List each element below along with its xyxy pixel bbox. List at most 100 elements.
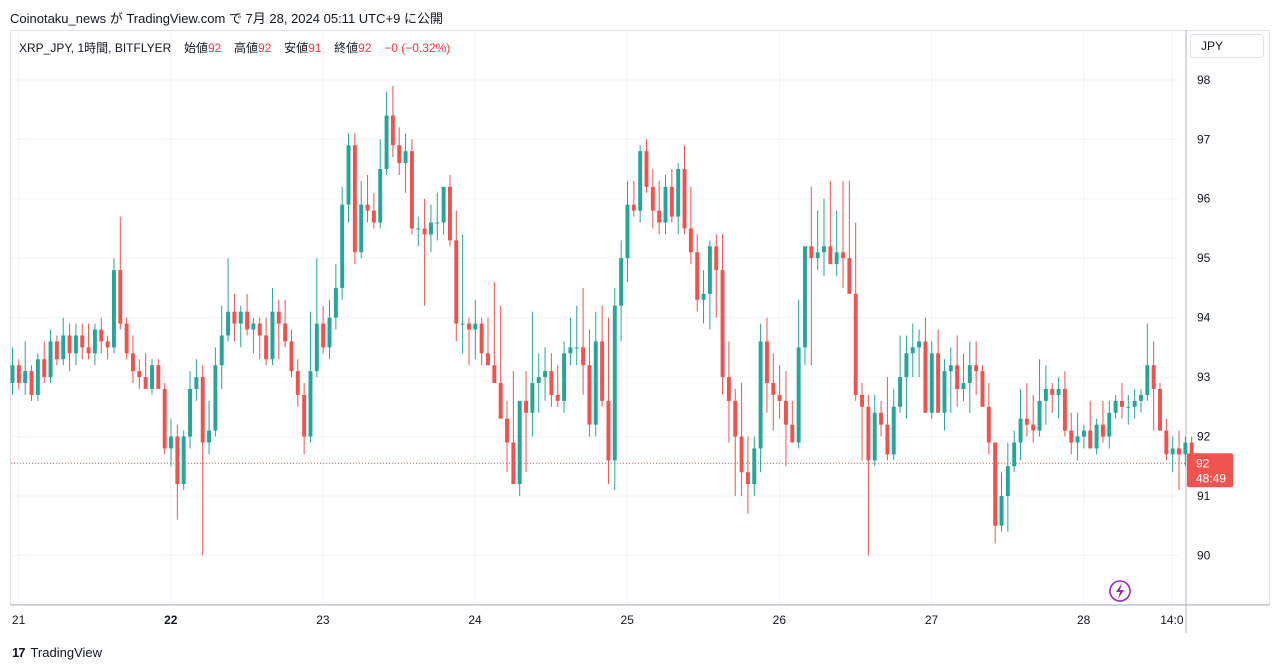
candle-body	[872, 412, 877, 461]
candle-body	[1158, 388, 1162, 431]
candle-body	[35, 359, 40, 395]
y-tick-label: 92	[1197, 430, 1211, 444]
candle-body	[340, 204, 345, 288]
candle-body	[245, 311, 250, 330]
candle-body	[10, 365, 15, 384]
candle-body	[169, 436, 173, 449]
candle-body	[378, 169, 383, 223]
x-tick-label: 26	[773, 613, 787, 627]
candle-body	[910, 347, 915, 354]
candle-body	[593, 341, 598, 425]
candle-body	[232, 311, 237, 324]
candle-body	[841, 252, 845, 259]
candle-body	[1043, 388, 1048, 401]
candle-body	[809, 246, 814, 259]
candle-body	[879, 412, 884, 425]
candle-body	[530, 383, 535, 413]
candle-body	[86, 347, 91, 354]
currency-button[interactable]: JPY	[1190, 34, 1264, 58]
candle-body	[790, 424, 795, 443]
y-tick-label: 95	[1197, 251, 1211, 265]
candle-body	[137, 371, 142, 378]
candle-body	[936, 353, 941, 413]
candle-body	[486, 353, 490, 366]
candle-body	[739, 436, 744, 473]
candle-body	[1139, 394, 1143, 401]
candle-body	[105, 341, 110, 348]
candle-body	[207, 430, 212, 443]
candle-body	[764, 341, 769, 384]
candle-body	[295, 371, 300, 395]
candle-body	[803, 246, 807, 348]
candle-body	[188, 388, 192, 437]
candle-body	[428, 222, 433, 235]
candle-body	[796, 347, 801, 443]
candle-body	[955, 365, 960, 389]
x-tick-label: 21	[12, 613, 26, 627]
candle-body	[758, 341, 763, 449]
candle-body	[1094, 424, 1099, 449]
y-tick-label: 94	[1197, 311, 1211, 325]
candle-body	[403, 151, 408, 164]
legend-high-label: 高値	[234, 41, 259, 55]
candle-body	[1050, 388, 1055, 395]
candle-body	[346, 145, 351, 205]
candle-body	[61, 335, 66, 360]
candle-body	[625, 204, 630, 259]
last-price-value: 92	[1196, 456, 1210, 470]
candle-body	[1126, 406, 1131, 408]
candle-body	[321, 323, 326, 348]
candle-body	[574, 347, 579, 349]
candle-body	[581, 347, 586, 366]
candle-body	[67, 335, 72, 354]
candle-body	[822, 246, 826, 253]
candle-body	[524, 400, 529, 413]
candle-body	[1164, 430, 1169, 455]
candle-body	[454, 240, 459, 324]
candle-body	[1056, 388, 1061, 395]
candle-body	[917, 341, 922, 348]
candle-body	[447, 186, 452, 241]
candle-body	[492, 365, 497, 384]
candle-body	[986, 406, 991, 443]
candle-body	[435, 222, 440, 224]
candle-body	[923, 341, 928, 413]
candle-body	[1100, 424, 1105, 437]
candle-body	[226, 311, 231, 336]
candle-body	[974, 365, 979, 372]
x-tick-label: 28	[1077, 613, 1091, 627]
footer-brand[interactable]: TradingView	[30, 645, 103, 660]
candle-body	[511, 442, 516, 485]
candle-body	[815, 252, 820, 259]
candle-body	[1005, 466, 1010, 496]
candle-body	[891, 406, 896, 455]
candle-body	[371, 210, 376, 223]
tradingview-logo-icon[interactable]: 17	[12, 645, 26, 660]
candle-body	[162, 388, 167, 449]
candle-body	[1183, 442, 1188, 455]
candle-body	[194, 377, 199, 389]
candle-body	[904, 353, 909, 378]
candle-body	[23, 371, 28, 384]
candle-body	[733, 400, 738, 437]
candle-body	[948, 365, 953, 372]
candle-body	[707, 246, 712, 294]
candle-body	[999, 495, 1004, 526]
candle-body	[631, 204, 636, 211]
candle-body	[783, 400, 788, 425]
candle-body	[993, 442, 998, 526]
candle-body	[219, 335, 224, 366]
candle-body	[1075, 436, 1080, 443]
candle-body	[1031, 424, 1036, 431]
x-tick-label: 22	[164, 613, 178, 627]
candle-body	[29, 371, 34, 395]
candle-body	[1170, 448, 1175, 455]
candle-body	[752, 448, 757, 485]
candle-body	[600, 341, 605, 401]
candle-body	[460, 323, 465, 325]
candle-body	[308, 371, 313, 437]
candle-body	[777, 394, 782, 401]
candle-body	[517, 400, 522, 485]
candle-body	[701, 293, 706, 300]
